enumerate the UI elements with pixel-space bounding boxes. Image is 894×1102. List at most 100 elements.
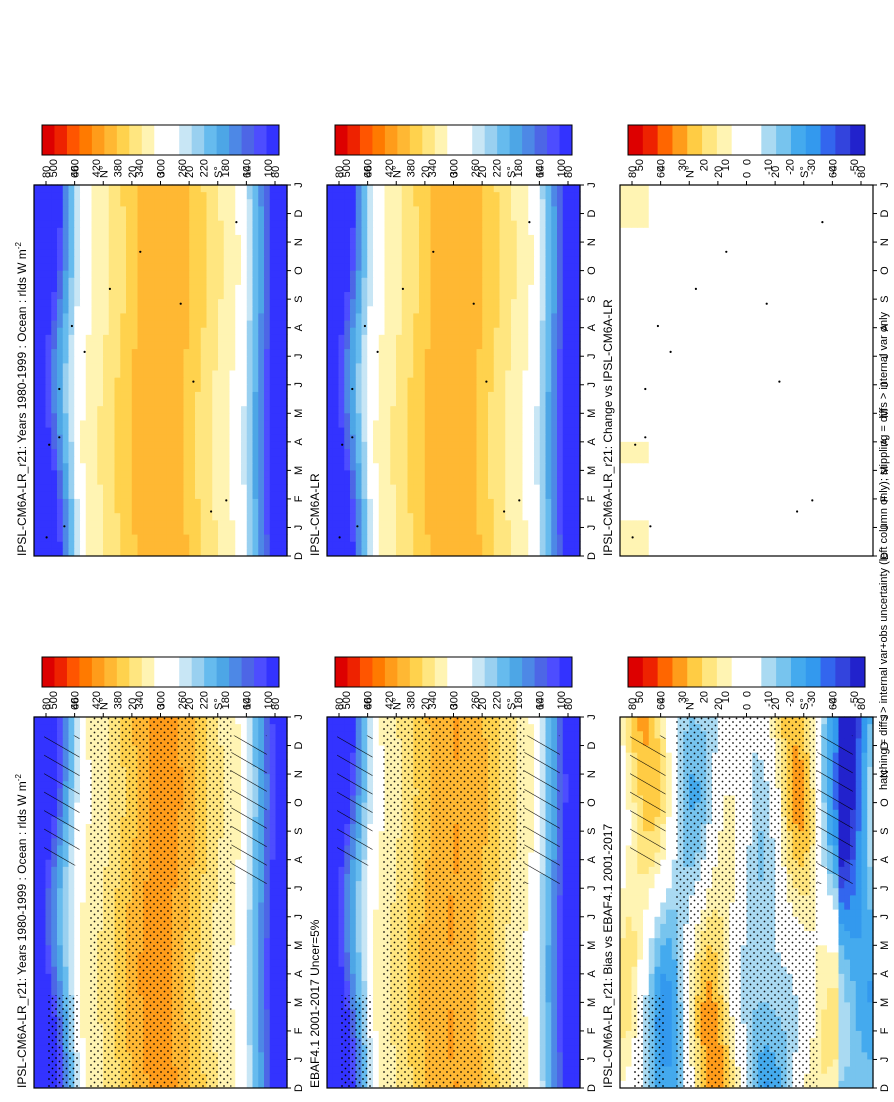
- heat-cell: [62, 901, 70, 910]
- heat-cell: [275, 837, 282, 846]
- heat-cell: [350, 987, 357, 996]
- heat-cell: [855, 1080, 863, 1088]
- heat-cell: [235, 894, 242, 903]
- colorbar-label: 180: [220, 691, 232, 709]
- heat-cell: [258, 966, 265, 974]
- heat-cell: [34, 1030, 41, 1039]
- hatch-overlay: [44, 735, 80, 866]
- colorbar-label: 220: [199, 691, 211, 709]
- heat-cell: [74, 866, 81, 874]
- heat-cell: [557, 987, 564, 996]
- heat-cell: [45, 973, 52, 981]
- heat-cell: [80, 873, 87, 882]
- heat-cell: [534, 994, 541, 1003]
- heat-cell: [350, 973, 357, 981]
- heat-cell: [534, 909, 541, 917]
- heat-cell: [57, 944, 64, 953]
- heat-cell: [327, 787, 334, 796]
- heat-cell: [666, 1051, 673, 1060]
- heat-cell: [344, 894, 351, 903]
- heat-cell: [269, 1023, 277, 1031]
- heat-cell: [246, 1073, 254, 1081]
- heat-cell: [350, 901, 357, 910]
- heat-cell: [568, 802, 575, 810]
- heat-cell: [568, 980, 575, 989]
- heat-cell: [551, 1030, 558, 1039]
- heat-cell: [252, 916, 259, 924]
- heat-cell: [68, 937, 75, 946]
- heat-cell: [235, 916, 242, 924]
- heat-cell: [34, 1044, 41, 1053]
- heat-cell: [80, 973, 87, 981]
- heat-cell: [539, 980, 547, 989]
- heat-cell: [568, 830, 575, 839]
- heat-cell: [275, 1001, 282, 1010]
- heat-cell: [332, 887, 340, 896]
- heat-cell: [327, 752, 334, 760]
- heat-cell: [557, 1065, 564, 1074]
- heat-cell: [373, 930, 380, 939]
- heat-cell: [80, 723, 87, 732]
- heat-cell: [264, 980, 271, 989]
- heat-cell: [241, 723, 248, 732]
- heat-cell: [327, 816, 334, 825]
- heat-cell: [568, 894, 575, 903]
- heat-cell: [74, 930, 81, 939]
- heat-cell: [269, 859, 277, 867]
- heat-cell: [51, 930, 58, 939]
- heat-cell: [275, 823, 282, 832]
- heat-cell: [539, 923, 547, 932]
- panel-0: IPSL-CM6A-LR_r21: Years 1980-1999 : Ocea…: [14, 656, 305, 1092]
- heat-cell: [625, 1051, 633, 1060]
- heat-cell: [539, 944, 547, 953]
- heat-cell: [39, 880, 47, 889]
- heat-cell: [332, 1001, 340, 1010]
- colorbar-label: 340: [427, 691, 439, 709]
- heat-cell: [355, 923, 363, 932]
- heat-cell: [68, 958, 75, 967]
- heat-cell: [275, 1037, 282, 1046]
- heat-cell: [275, 980, 282, 989]
- heat-cell: [34, 1037, 41, 1046]
- heat-cell: [373, 994, 380, 1003]
- heat-cell: [551, 923, 558, 932]
- heat-cell: [80, 966, 87, 974]
- heat-cell: [45, 916, 52, 924]
- heat-cell: [534, 951, 541, 960]
- heat-cell: [34, 1080, 41, 1088]
- heat-cell: [275, 723, 282, 732]
- heat-cell: [241, 1044, 248, 1053]
- heat-cell: [568, 1051, 575, 1060]
- stipple-overlay: [89, 717, 232, 1088]
- heat-cell: [275, 894, 282, 903]
- heat-cell: [241, 887, 248, 896]
- heat-cell: [332, 994, 340, 1003]
- heat-cell: [275, 752, 282, 760]
- heat-cell: [568, 1073, 575, 1081]
- heat-cell: [275, 930, 282, 939]
- heat-cell: [327, 802, 334, 810]
- heat-cell: [62, 944, 70, 953]
- heat-cell: [241, 944, 248, 953]
- heat-cell: [568, 773, 575, 782]
- heat-cell: [338, 866, 345, 874]
- heat-cell: [80, 958, 87, 967]
- colorbar-swatch: [166, 657, 180, 687]
- stipple-overlay: [339, 995, 373, 1088]
- heat-cell: [34, 837, 41, 846]
- heat-cell: [355, 894, 363, 903]
- heat-cell: [557, 887, 564, 896]
- heat-cell: [235, 1044, 242, 1053]
- heat-cell: [568, 887, 575, 896]
- x-tick-label: J: [293, 1057, 305, 1063]
- heat-cell: [838, 1065, 845, 1074]
- heat-cell: [235, 901, 242, 910]
- heat-cell: [350, 966, 357, 974]
- heat-cell: [568, 794, 575, 803]
- heat-cell: [235, 958, 242, 967]
- colorbar-swatch: [79, 657, 93, 687]
- heat-cell: [45, 880, 52, 889]
- heat-cell: [34, 723, 41, 732]
- heat-cell: [534, 1030, 541, 1039]
- heat-cell: [568, 951, 575, 960]
